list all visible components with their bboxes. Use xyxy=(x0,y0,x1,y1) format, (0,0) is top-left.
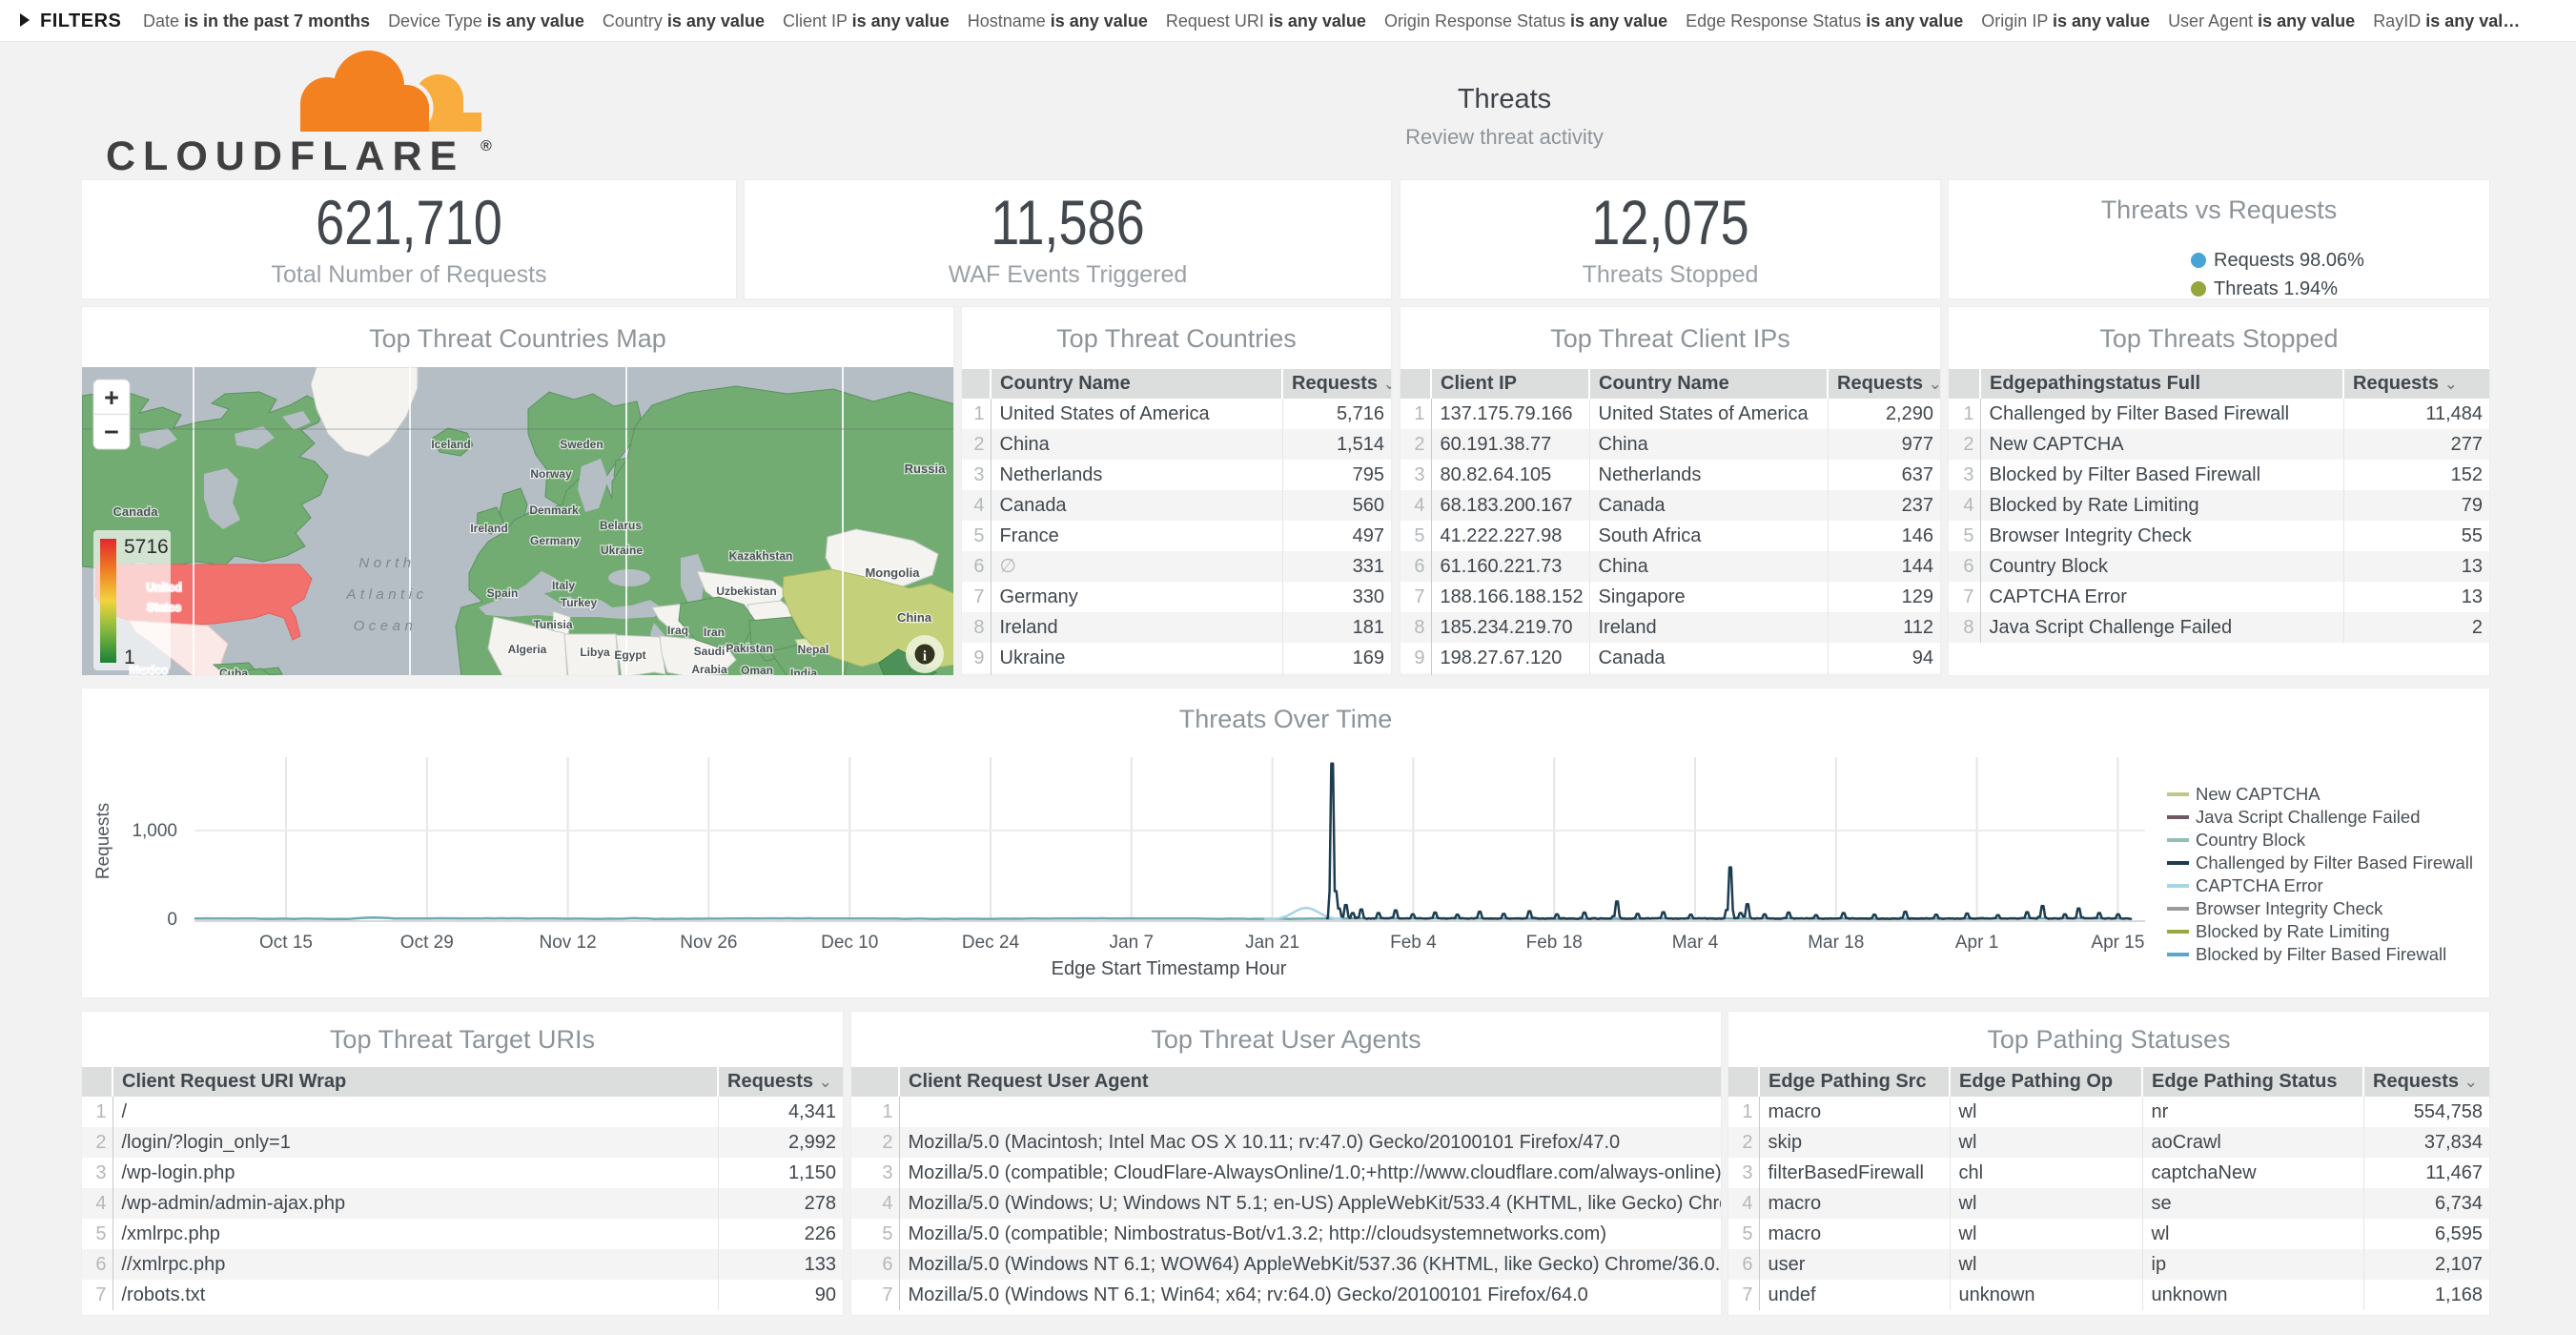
svg-text:1: 1 xyxy=(124,647,135,668)
svg-text:China: China xyxy=(897,610,932,625)
svg-text:Nov 12: Nov 12 xyxy=(539,933,596,953)
svg-text:Pakistan: Pakistan xyxy=(726,642,772,655)
svg-text:Libya: Libya xyxy=(580,646,610,659)
svg-text:Algeria: Algeria xyxy=(508,643,547,656)
svg-text:i: i xyxy=(923,649,927,665)
svg-text:Jan 7: Jan 7 xyxy=(1110,933,1154,953)
svg-text:Ireland: Ireland xyxy=(470,522,507,535)
svg-text:Mar 4: Mar 4 xyxy=(1672,933,1719,953)
svg-text:Belarus: Belarus xyxy=(600,519,642,532)
svg-text:Spain: Spain xyxy=(487,586,519,600)
svg-text:India: India xyxy=(790,667,817,676)
svg-text:Ocean: Ocean xyxy=(354,618,418,634)
svg-text:0: 0 xyxy=(167,910,177,930)
svg-text:1,000: 1,000 xyxy=(132,821,177,841)
svg-text:5716: 5716 xyxy=(124,536,169,558)
svg-text:Germany: Germany xyxy=(530,534,580,547)
svg-text:Jan 21: Jan 21 xyxy=(1245,933,1299,953)
svg-text:CLOUDFLARE: CLOUDFLARE xyxy=(106,134,464,179)
svg-text:Iraq: Iraq xyxy=(667,624,688,637)
svg-text:Oct 15: Oct 15 xyxy=(259,933,313,953)
svg-text:Denmark: Denmark xyxy=(529,503,579,517)
svg-text:Oman: Oman xyxy=(741,664,773,676)
svg-text:Dec 24: Dec 24 xyxy=(962,933,1020,953)
svg-text:Ukraine: Ukraine xyxy=(601,544,643,557)
svg-text:Mongolia: Mongolia xyxy=(865,565,920,580)
svg-text:Tunisia: Tunisia xyxy=(533,618,572,631)
svg-text:Nov 26: Nov 26 xyxy=(680,933,737,953)
svg-text:Oct 29: Oct 29 xyxy=(400,933,454,953)
svg-text:®: ® xyxy=(480,138,492,154)
svg-text:Apr 15: Apr 15 xyxy=(2091,933,2144,953)
svg-text:−: − xyxy=(104,418,119,446)
svg-text:Turkey: Turkey xyxy=(561,596,598,609)
svg-text:Iceland: Iceland xyxy=(431,438,470,451)
svg-text:Feb 18: Feb 18 xyxy=(1526,933,1583,953)
svg-text:Nepal: Nepal xyxy=(798,643,829,656)
svg-text:Norway: Norway xyxy=(530,467,572,481)
svg-text:North: North xyxy=(358,555,415,571)
svg-text:+: + xyxy=(104,383,119,412)
svg-text:Kazakhstan: Kazakhstan xyxy=(729,549,793,563)
svg-text:Sweden: Sweden xyxy=(560,438,603,451)
svg-text:Apr 1: Apr 1 xyxy=(1955,933,1998,953)
svg-text:Requests: Requests xyxy=(93,803,113,879)
svg-text:Uzbekistan: Uzbekistan xyxy=(716,585,776,598)
svg-text:Canada: Canada xyxy=(113,504,159,519)
svg-text:Edge Start Timestamp Hour: Edge Start Timestamp Hour xyxy=(1052,958,1287,979)
svg-text:Saudi: Saudi xyxy=(694,645,726,658)
svg-text:Egypt: Egypt xyxy=(614,648,645,662)
svg-text:Mar 18: Mar 18 xyxy=(1808,933,1864,953)
svg-text:Atlantic: Atlantic xyxy=(345,586,427,603)
svg-text:Iran: Iran xyxy=(704,626,725,639)
svg-text:Italy: Italy xyxy=(552,579,575,592)
svg-text:Russia: Russia xyxy=(905,462,946,476)
svg-text:Arabia: Arabia xyxy=(691,663,727,676)
svg-text:Dec 10: Dec 10 xyxy=(821,933,878,953)
svg-text:Cuba: Cuba xyxy=(219,667,248,676)
svg-text:Feb 4: Feb 4 xyxy=(1390,933,1437,953)
